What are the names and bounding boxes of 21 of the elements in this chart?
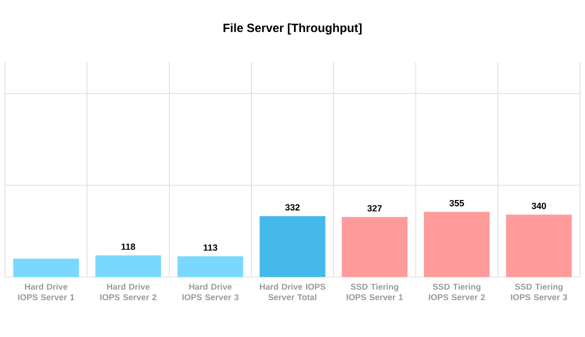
data-label: 340 [532,202,546,210]
data-label: 332 [285,204,300,211]
bar [13,258,79,277]
chart-title: File Server [Throughput] [224,23,362,35]
bar [178,256,244,277]
bar [506,214,572,277]
x-tick-label: Hard Drive IOPS Server Total [260,284,326,300]
data-label: 118 [122,243,136,250]
data-label: 355 [450,200,464,206]
bar [95,255,162,277]
x-tick-label: SSD Tiering IOPS Server 3 [511,284,568,300]
data-label: 113 [204,244,218,251]
data-label: 327 [367,205,382,212]
x-tick-label: Hard Drive IOPS Server 3 [182,284,239,300]
bar [424,212,490,277]
x-tick-label: SSD Tiering IOPS Server 1 [346,284,403,300]
x-tick-label: Hard Drive IOPS Server 2 [100,284,156,300]
x-tick-label: Hard Drive IOPS Server 1 [18,284,74,300]
bar [342,216,408,277]
x-tick-label: SSD Tiering IOPS Server 2 [428,284,485,300]
bar [260,216,326,277]
